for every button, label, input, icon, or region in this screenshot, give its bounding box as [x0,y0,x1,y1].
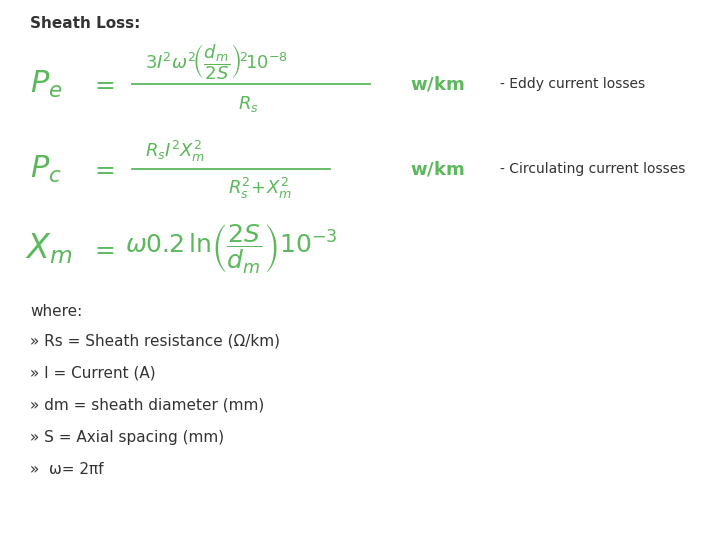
Text: - Circulating current losses: - Circulating current losses [500,162,685,176]
Text: $=$: $=$ [90,237,115,261]
Text: $=$: $=$ [90,72,115,96]
Text: $X_m$: $X_m$ [25,232,73,266]
Text: » I = Current (A): » I = Current (A) [30,366,155,381]
Text: $\mathbf{w/km}$: $\mathbf{w/km}$ [410,75,464,93]
Text: $R_s^2\!+\!X_m^2$: $R_s^2\!+\!X_m^2$ [228,176,293,201]
Text: $3I^2\omega^2\!\left(\dfrac{d_m}{2S}\right)^{\!2}\!10^{-8}$: $3I^2\omega^2\!\left(\dfrac{d_m}{2S}\rig… [145,42,288,82]
Text: $\omega 0.2\,\ln\!\left(\dfrac{2S}{d_m}\right)10^{-3}$: $\omega 0.2\,\ln\!\left(\dfrac{2S}{d_m}\… [125,223,338,276]
Text: » dm = sheath diameter (mm): » dm = sheath diameter (mm) [30,398,265,413]
Text: where:: where: [30,304,82,319]
Text: $=$: $=$ [90,157,115,181]
Text: »  ω= 2πf: » ω= 2πf [30,462,104,477]
Text: $P_c$: $P_c$ [30,153,62,185]
Text: » S = Axial spacing (mm): » S = Axial spacing (mm) [30,430,224,445]
Text: » Rs = Sheath resistance (Ω/km): » Rs = Sheath resistance (Ω/km) [30,334,280,349]
Text: Sheath Loss:: Sheath Loss: [30,16,140,31]
Text: - Eddy current losses: - Eddy current losses [500,77,645,91]
Text: $\mathbf{w/km}$: $\mathbf{w/km}$ [410,160,464,178]
Text: $R_sI^2X_m^2$: $R_sI^2X_m^2$ [145,138,206,163]
Text: $P_e$: $P_e$ [30,68,63,99]
Text: $R_s$: $R_s$ [237,94,258,114]
